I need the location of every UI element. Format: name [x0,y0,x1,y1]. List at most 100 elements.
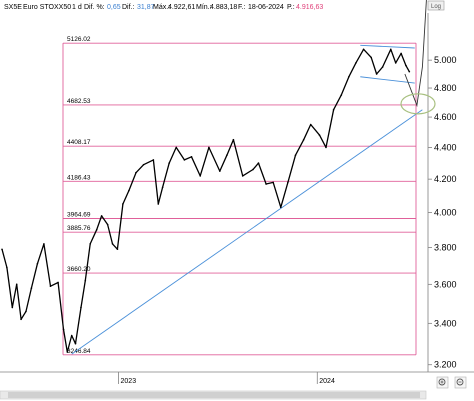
price-point-60 [394,62,397,64]
price-point-9 [49,285,52,288]
price-point-50 [325,146,327,149]
price-point-41 [257,162,260,164]
low-label: Mín.: [196,4,212,11]
price-point-49 [318,134,321,136]
zoom-in-box[interactable] [436,376,449,389]
price-point-5 [25,310,27,313]
instrument-name: Euro STOXX50 [23,4,71,11]
high-label: Máx.: [153,4,170,11]
price-point-27 [152,159,155,161]
price-point-1 [6,266,8,269]
scrollbar-thumb[interactable] [8,392,420,398]
price-point-45 [287,181,289,184]
price-point-46 [294,154,297,157]
log-scale-toggle[interactable]: Log [427,0,445,11]
level-lines: 5126.02 4682.53 4408.17 4186.43 3964.69 3885.… [62,36,417,356]
price-point-54 [355,62,357,64]
instrument-symbol: SX5E [4,4,22,11]
price-point-4 [20,318,22,321]
date-label: F.: [238,4,245,11]
high-value: 4.922,61 [168,4,195,11]
level-label-4: 3964.69 [67,211,91,218]
y-tick-label-2: 3.600 [434,279,457,289]
price-point-22 [116,248,119,251]
price-point-48 [309,123,312,126]
dif-abs-label: Dif.: [122,4,135,11]
price-point-19 [100,215,103,217]
level-label-5: 3885.76 [67,225,91,232]
y-tick-label-7: 4.600 [434,112,457,122]
price-point-16 [84,279,87,282]
price-point-21 [111,243,114,245]
zoom-in-button[interactable] [436,376,449,389]
zoom-out-button[interactable] [454,376,467,389]
price-point-15 [80,306,82,309]
y-tick-label-1: 3.400 [434,318,457,328]
level-label-6: 3660.20 [67,266,91,273]
price-point-55 [362,48,365,51]
price-point-30 [168,162,170,164]
magnifier-minus-icon [456,378,464,386]
price-point-35 [208,146,210,149]
price-line-0 [1,48,410,353]
dif-pct-value: 0,65 [107,4,121,11]
price-point-33 [190,155,193,158]
level-label-3: 4186.43 [67,174,91,181]
magnifier-plus-icon [438,378,446,386]
log-toggle-label: Log [431,4,441,10]
price-point-6 [30,287,33,289]
price-point-63 [408,70,411,73]
y-tick-label-3: 3.800 [434,242,457,252]
price-point-17 [89,243,92,245]
price-point-37 [226,154,228,157]
price-point-61 [400,52,402,55]
log-toggle-box[interactable] [427,0,445,11]
price-point-7 [36,263,39,265]
dif-abs-value: 31,87 [137,4,155,11]
x-tick-label-0: 2023 [121,378,137,385]
time-scrollbar[interactable] [0,390,427,400]
price-point-47 [302,138,305,141]
price-point-18 [95,228,98,231]
price-point-53 [348,75,350,78]
price-point-51 [332,108,335,111]
price-point-8 [43,243,45,245]
period-label: 1 d [72,4,82,11]
support-trendline [71,109,423,355]
price-point-26 [142,163,145,166]
level-label-7: 3246.84 [67,348,91,355]
close-value: 4.916,63 [296,4,323,11]
price-point-23 [122,203,124,205]
x-axis-ticks: 2023 2024 [118,372,335,385]
price-point-10 [57,281,59,284]
price-point-25 [135,171,137,174]
price-point-31 [175,146,178,149]
y-tick-label-6: 4.400 [434,142,457,152]
price-point-62 [405,64,407,67]
price-series [1,48,411,353]
chart-header: SX5E Euro STOXX50 1 d Dif. %: 0,65 Dif.:… [4,4,323,11]
price-point-38 [232,138,235,141]
price-point-44 [279,206,282,209]
price-point-14 [74,342,77,345]
y-tick-label-4: 4.000 [434,207,457,217]
projection-path [404,0,427,108]
price-point-13 [70,334,73,337]
x-tick-label-1: 2024 [319,378,335,385]
price-point-40 [252,168,254,171]
price-point-56 [370,56,372,59]
target-zone-ellipse [400,93,436,115]
price-point-57 [375,73,378,75]
zoom-out-box[interactable] [454,376,467,389]
price-point-12 [66,351,69,353]
price-point-3 [15,283,18,286]
y-tick-label-0: 3.200 [434,360,457,370]
price-point-0 [1,248,3,251]
y-axis-ticks: 3.200 3.400 3.600 3.800 4.000 4.200 4.400 4.600… [428,55,457,370]
y-tick-label-5: 4.200 [434,174,457,184]
close-label: P.: [287,4,295,11]
price-point-59 [389,48,392,51]
level-label-2: 4408.17 [67,139,91,146]
price-point-36 [219,170,221,172]
